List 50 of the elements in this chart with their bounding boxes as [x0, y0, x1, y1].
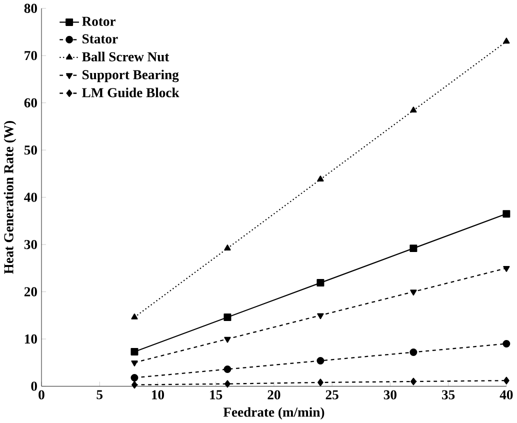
point [132, 380, 138, 388]
point [410, 289, 417, 296]
x-tick-label: 15 [210, 390, 222, 400]
legend-label: Support Bearing [82, 70, 179, 82]
point [224, 313, 232, 321]
y-tick-label: 50 [24, 145, 37, 155]
point [410, 378, 416, 386]
legend-label: Stator [82, 34, 118, 44]
y-tick-label: 30 [24, 240, 37, 249]
point [224, 380, 230, 388]
point [130, 374, 138, 382]
legend-label: Ball Screw Nut [82, 52, 170, 62]
point [224, 244, 231, 250]
point [410, 244, 418, 252]
x-axis-title: Feedrate (m/min) [223, 407, 324, 420]
point [503, 376, 510, 384]
point [503, 38, 510, 44]
point [502, 210, 510, 218]
y-tick-label: 60 [24, 98, 37, 108]
x-tick-label: 5 [96, 390, 103, 400]
point [502, 340, 510, 348]
point [317, 175, 324, 182]
x-tick-label: 40 [500, 390, 513, 400]
point [317, 313, 324, 319]
x-tick-label: 25 [326, 390, 338, 400]
legend-label: LM Guide Block [82, 88, 180, 98]
point [318, 378, 324, 386]
point [410, 106, 417, 112]
point [224, 336, 231, 343]
y-tick-label: 20 [24, 287, 37, 296]
y-axis-title: Heat Generation Rate (W) [4, 120, 16, 274]
point [410, 348, 418, 356]
x-tick-label: 20 [268, 390, 280, 400]
x-tick-label: 0 [38, 390, 44, 400]
y-tick-label: 70 [24, 50, 37, 60]
y-tick-label: 80 [24, 4, 37, 13]
x-tick-label: 35 [442, 390, 455, 400]
point [316, 356, 324, 364]
point [130, 348, 138, 356]
y-tick-label: 0 [31, 381, 37, 391]
x-tick-label: 30 [384, 390, 396, 400]
y-tick-label: 10 [24, 334, 37, 344]
x-tick-label: 10 [152, 390, 164, 400]
point [131, 360, 138, 366]
point [131, 313, 138, 320]
y-tick-label: 40 [24, 192, 37, 202]
point [316, 278, 324, 286]
point [503, 266, 510, 272]
point [224, 365, 232, 373]
legend-label: Rotor [82, 16, 116, 26]
